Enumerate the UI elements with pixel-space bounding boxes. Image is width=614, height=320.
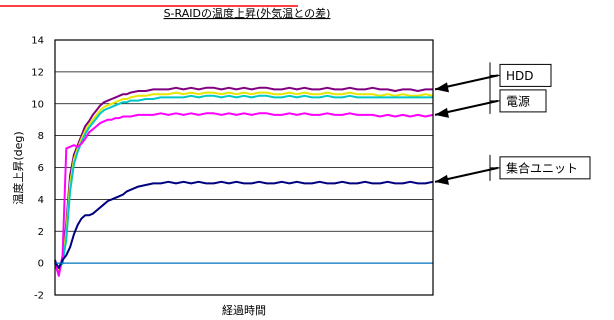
callout-box bbox=[499, 63, 552, 87]
grid bbox=[55, 71, 433, 264]
series-line bbox=[54, 94, 433, 269]
callout-label: 集合ユニット bbox=[506, 160, 578, 175]
y-tick-label: 2 bbox=[38, 227, 44, 238]
series-line bbox=[54, 91, 434, 271]
callout-box bbox=[499, 89, 547, 113]
callout-arrowhead bbox=[435, 174, 449, 185]
chart-title: S-RAIDの温度上昇(外気温との差) bbox=[164, 6, 331, 20]
y-tick-label: 10 bbox=[31, 99, 44, 110]
callout-arrowhead bbox=[435, 82, 449, 93]
callout-集合ユニット: 集合ユニット bbox=[434, 154, 591, 185]
y-tick-label: 6 bbox=[38, 163, 44, 174]
callout-HDD: HDD bbox=[434, 62, 552, 93]
plot-area-border bbox=[54, 39, 434, 296]
series-line bbox=[54, 112, 434, 277]
y-tick-label: 12 bbox=[31, 67, 44, 78]
series-layer bbox=[54, 86, 434, 277]
callout-電源: 電源 bbox=[434, 87, 547, 118]
x-axis-label: 経過時間 bbox=[222, 304, 266, 317]
y-tick-label: 0 bbox=[38, 259, 44, 270]
y-tick-labels: -2 0 2 4 6 8 10 12 14 bbox=[31, 36, 44, 302]
series-line bbox=[54, 86, 433, 273]
callout-box bbox=[499, 156, 591, 180]
callout-label: 電源 bbox=[506, 94, 530, 108]
y-axis-label: 温度上昇(deg) bbox=[11, 131, 25, 204]
callout-arrowhead bbox=[435, 107, 449, 118]
y-tick-label: -2 bbox=[34, 291, 44, 302]
callout-label: HDD bbox=[506, 69, 534, 83]
y-tick-label: 4 bbox=[38, 195, 44, 206]
y-tick-label: 14 bbox=[31, 36, 44, 47]
y-tick-label: 8 bbox=[38, 131, 44, 142]
series-line bbox=[54, 180, 434, 269]
